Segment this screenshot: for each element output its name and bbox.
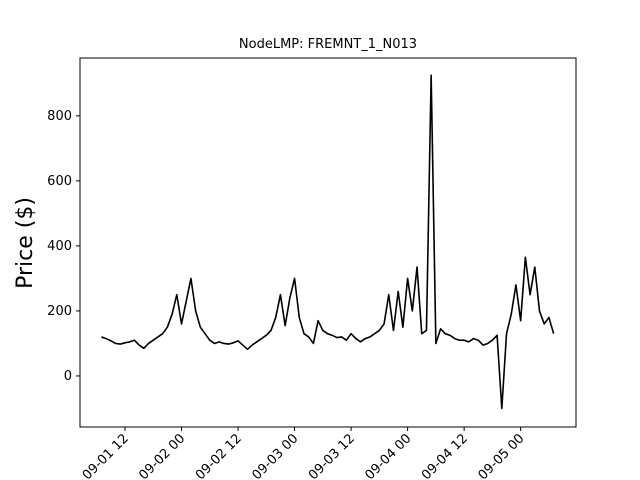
x-tick-label: 09-02 12 bbox=[193, 431, 245, 480]
x-tick-label: 09-05 00 bbox=[476, 431, 528, 480]
x-tick-label: 09-01 12 bbox=[80, 431, 132, 480]
y-axis-label: Price ($) bbox=[13, 197, 38, 289]
plot-frame bbox=[79, 57, 577, 428]
x-tick-label: 09-04 12 bbox=[419, 431, 471, 480]
x-tick-label: 09-02 00 bbox=[136, 431, 188, 480]
y-tick-label: 600 bbox=[47, 174, 72, 189]
y-tick-label: 200 bbox=[47, 304, 72, 319]
x-tick-label: 09-03 12 bbox=[306, 431, 358, 480]
chart-title: NodeLMP: FREMNT_1_N013 bbox=[239, 37, 417, 52]
x-tick-label: 09-04 00 bbox=[362, 431, 414, 480]
y-tick-label: 0 bbox=[64, 369, 72, 384]
y-tick-label: 400 bbox=[47, 239, 72, 254]
price-line bbox=[101, 74, 555, 410]
x-tick-label: 09-03 00 bbox=[249, 431, 301, 480]
y-tick-label: 800 bbox=[47, 109, 72, 124]
